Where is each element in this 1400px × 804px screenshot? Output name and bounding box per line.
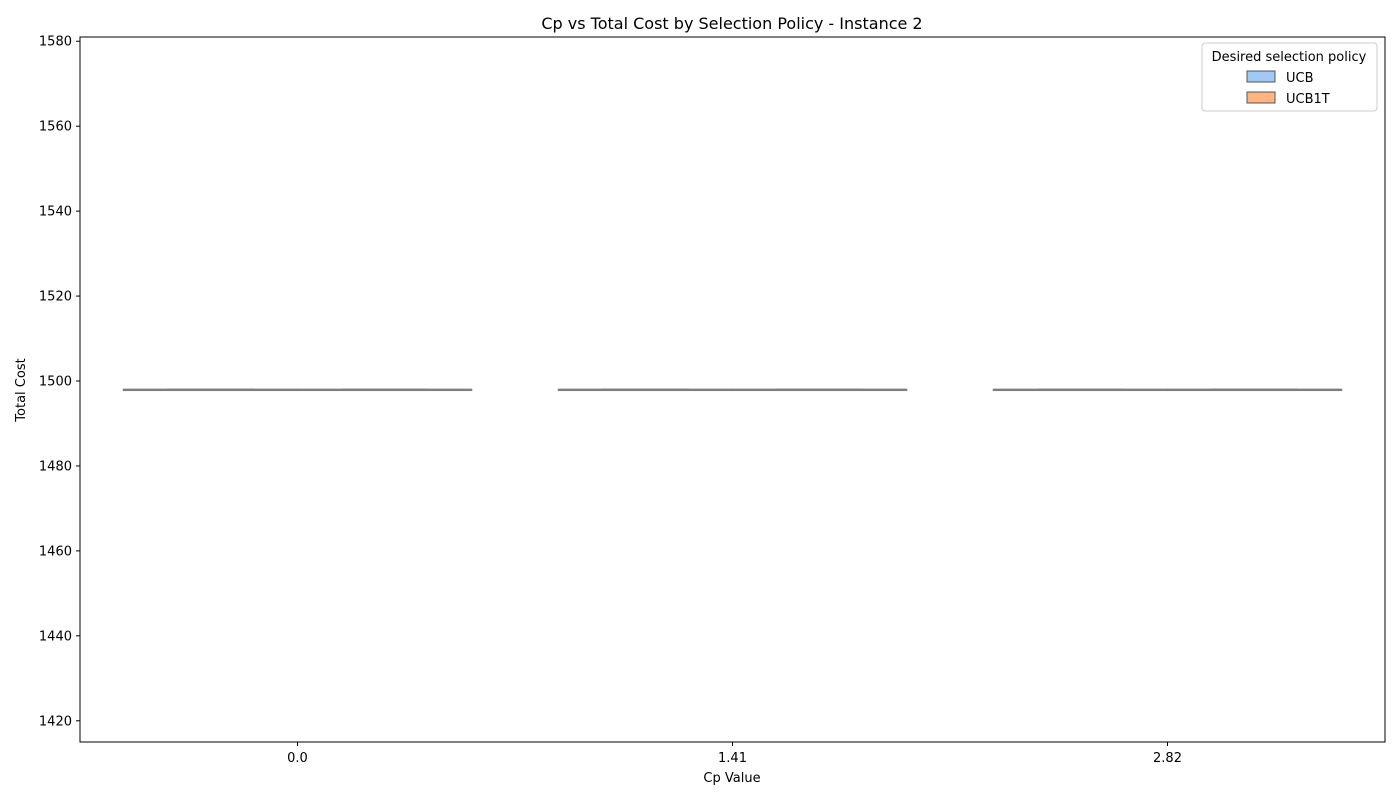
legend-swatch-ucb <box>1246 70 1276 83</box>
x-tick-label: 2.82 <box>1153 751 1182 766</box>
legend-frame <box>1201 42 1378 112</box>
y-tick-label: 1500 <box>39 375 72 390</box>
legend-swatch-ucb1t <box>1246 91 1276 104</box>
y-tick-label: 1580 <box>39 35 72 50</box>
plot-area: 1420 1440 1460 1480 1500 1520 1540 1560 1580 0.0 1… <box>39 35 1386 766</box>
legend-title: Desired selection policy <box>1212 50 1367 65</box>
x-axis-label: Cp Value <box>703 771 760 786</box>
chart-title: Cp vs Total Cost by Selection Policy - I… <box>541 14 922 33</box>
y-tick-label: 1440 <box>39 629 72 644</box>
y-tick-label: 1560 <box>39 120 72 135</box>
y-tick-label: 1480 <box>39 459 72 474</box>
y-tick-label: 1420 <box>39 714 72 729</box>
y-axis-label: Total Cost <box>14 358 29 422</box>
x-tick-label: 0.0 <box>287 751 308 766</box>
y-tick-label: 1520 <box>39 290 72 305</box>
x-tick-label: 1.41 <box>718 751 747 766</box>
legend: Desired selection policy UCB UCB1T <box>1201 42 1378 112</box>
legend-label-ucb: UCB <box>1286 71 1314 86</box>
y-tick-label: 1540 <box>39 205 72 220</box>
y-tick-label: 1460 <box>39 544 72 559</box>
legend-label-ucb1t: UCB1T <box>1286 92 1330 107</box>
